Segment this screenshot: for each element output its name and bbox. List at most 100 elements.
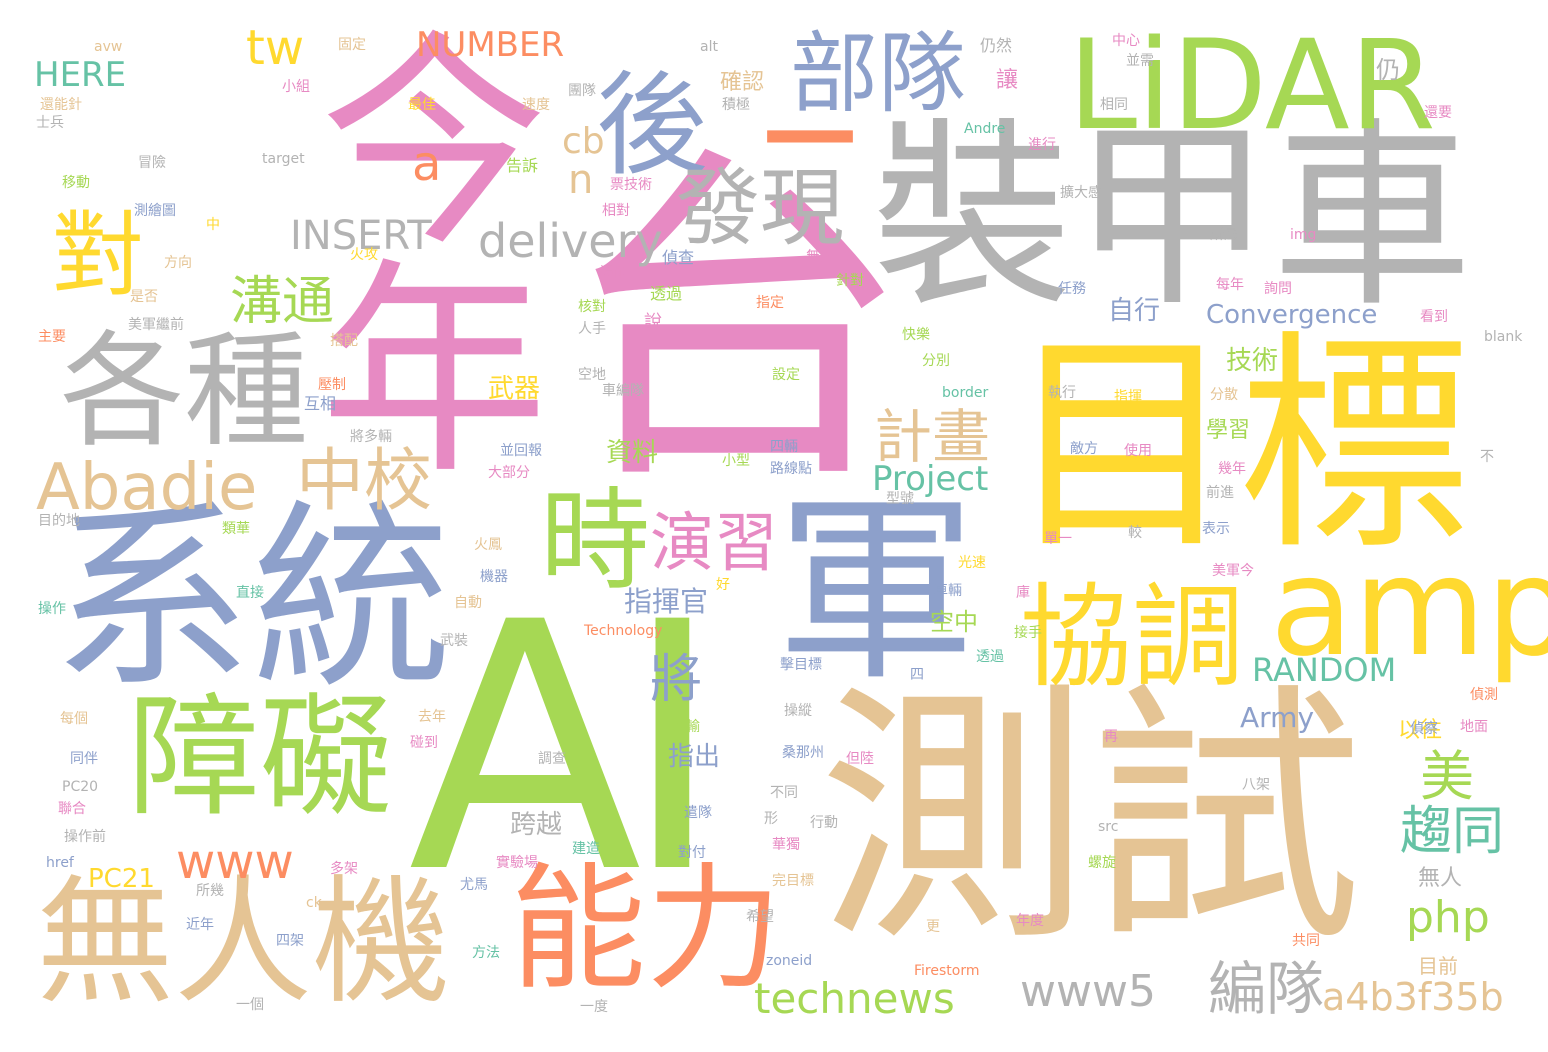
word-yiwang: 以往 — [1398, 718, 1443, 743]
word-bianduei: 編隊 — [1208, 955, 1325, 1023]
word-blank: blank — [1484, 329, 1523, 345]
word-caozong: 操縱 — [784, 703, 812, 719]
word-fangxiang: 方向 — [164, 255, 192, 271]
word-renshou: 人手 — [578, 321, 606, 337]
word-hou: 後 — [596, 61, 708, 191]
word-project: Project — [872, 459, 989, 499]
word-hao: 好 — [716, 577, 730, 593]
word-suoshu: 所屬 — [1210, 227, 1238, 243]
word-haineng: 還能針 — [40, 97, 82, 113]
word-biaoshi: 表示 — [1202, 521, 1230, 537]
word-www5: www5 — [1020, 966, 1156, 1017]
word-yidu: 一度 — [580, 999, 608, 1015]
word-yidong: 移動 — [62, 175, 90, 191]
word-sijia: 四架 — [276, 933, 304, 949]
word-jihua: 計畫 — [874, 403, 991, 471]
word-kuoda: 擴大感 — [1060, 185, 1102, 201]
word-suojian: 所幾 — [196, 883, 224, 899]
word-jieshou: 接手 — [1014, 625, 1042, 641]
word-amp: amp — [1270, 529, 1548, 687]
word-dash: — — [762, 74, 858, 186]
word-ai: AI — [408, 550, 723, 948]
word-technews: technews — [754, 974, 955, 1023]
word-huxiang: 互相 — [304, 394, 337, 413]
word-zhendui: 針對 — [836, 273, 864, 289]
word-ck: ck — [306, 895, 322, 911]
word-pengdao: 碰到 — [410, 735, 438, 751]
word-zhencha2: 偵察 — [1410, 721, 1438, 737]
word-qianjin: 前進 — [1206, 485, 1234, 501]
word-img: img — [1290, 227, 1317, 243]
word-wurenji: 無人機 — [36, 862, 451, 1023]
word-xing: 形 — [764, 811, 778, 827]
word-kuayue: 跨越 — [510, 810, 563, 840]
word-nengli: 能力 — [510, 851, 782, 1009]
word-bajia: 八架 — [1242, 777, 1270, 793]
word-shiyanchang: 實驗場 — [496, 855, 538, 871]
word-a: a — [412, 136, 442, 192]
word-yanxi: 演習 — [650, 507, 778, 581]
word-a4b3: a4b3f35b — [1322, 975, 1504, 1019]
word-jianzao: 建造 — [572, 841, 600, 857]
word-convergence: Convergence — [1206, 300, 1378, 330]
word-gaosu: 告訴 — [506, 156, 539, 175]
word-reng: 仍 — [1376, 56, 1400, 84]
word-zhihuiguan: 指揮官 — [624, 585, 709, 618]
word-goutong: 溝通 — [230, 272, 335, 332]
word-jinxing: 進行 — [1028, 137, 1056, 153]
word-andre: Andre — [964, 121, 1006, 137]
word-wanmubiao: 完目標 — [772, 873, 814, 889]
word-meige: 每個 — [60, 711, 88, 727]
word-abadie: Abadie — [36, 451, 258, 525]
word-siliang: 四輛 — [770, 439, 798, 455]
word-xunwen: 詢問 — [1264, 281, 1292, 297]
word-jinnian: 今年 — [281, 22, 547, 478]
word-toutguo: 透過 — [976, 649, 1004, 665]
word-jinnian2: 近年 — [186, 917, 214, 933]
word-budui: 部隊 — [790, 22, 967, 125]
word-qianbi: 遣隊 — [684, 805, 712, 821]
word-zhiding: 指定 — [756, 295, 784, 311]
word-wurenche: 無人車 — [806, 249, 848, 265]
word-yazhi: 壓制 — [318, 377, 346, 393]
word-bu: 不 — [1480, 449, 1494, 465]
word-queren: 確認 — [720, 70, 765, 95]
word-zhongxiao: 中校 — [296, 442, 433, 521]
word-huofeng: 火鳳 — [474, 537, 502, 553]
word-duifu: 對付 — [678, 845, 706, 861]
word-qutong: 趨同 — [1400, 802, 1505, 862]
word-sangbu: 桑那州 — [782, 745, 824, 761]
word-mudidi: 目的地 — [38, 513, 80, 529]
word-shuo: 說 — [644, 312, 662, 333]
word-alt: alt — [700, 39, 718, 55]
word-number: NUMBER — [416, 25, 565, 65]
word-kuaishu: 快樂 — [902, 327, 930, 343]
word-src: src — [1098, 819, 1119, 835]
word-dimian: 地面 — [1460, 719, 1488, 735]
word-meijunjin: 美軍今 — [1212, 563, 1254, 579]
word-army: Army — [1240, 701, 1315, 734]
word-jiji: 積極 — [722, 97, 750, 113]
word-si: 四 — [910, 667, 924, 683]
word-zhence: 偵測 — [1470, 687, 1498, 703]
word-dui: 對 — [52, 202, 145, 309]
word-zhixing: 執行 — [1048, 385, 1076, 401]
word-xiaoxing: 小型 — [722, 453, 750, 469]
word-zhuyao: 主要 — [38, 329, 66, 345]
word-jishu: 技術 — [1226, 346, 1279, 376]
word-huibao: 並回報 — [500, 443, 542, 459]
word-gongtong: 共同 — [1292, 933, 1320, 949]
word-lujingdian: 路線點 — [770, 461, 812, 477]
word-taiwan: 台 — [560, 119, 910, 527]
word-huogong: 火攻 — [350, 247, 378, 263]
word-shifou: 是否 — [130, 289, 158, 305]
word-zhongxin: 中心 — [1112, 33, 1140, 49]
word-lianhe: 聯合 — [58, 801, 86, 817]
word-zixing: 自行 — [1108, 296, 1161, 326]
word-ku: 庫 — [1016, 585, 1030, 601]
word-jiqi: 機器 — [480, 569, 508, 585]
word-jiang: 將 — [650, 650, 703, 710]
word-qunian: 去年 — [418, 709, 446, 725]
word-kanda: 看到 — [1420, 309, 1448, 325]
word-ceshi: 測試 — [818, 662, 1362, 978]
